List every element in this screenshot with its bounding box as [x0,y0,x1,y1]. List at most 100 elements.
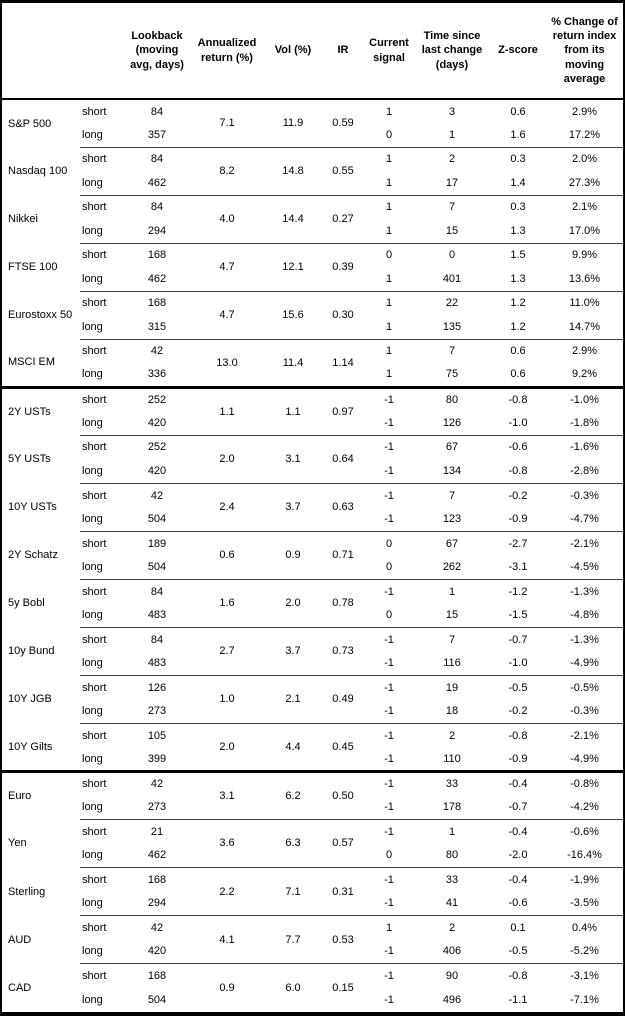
pct-change-long-value: -7.1% [570,993,599,1006]
table-row: Sterling short 168 2.2 7.1 0.31 -1 33 -0.4 -1.9% [2,866,623,916]
pct-change-short-value: -0.5% [546,674,623,700]
annualized-return-value: 3.6 [190,818,264,868]
annualized-return-value: 4.0 [190,194,264,244]
signal-long-value: 1 [385,320,393,333]
momentum-signals-table: Lookback (moving avg, days) Annualized r… [2,3,623,1012]
vol-value: 2.0 [264,578,322,628]
lookback-short-value: 168 [124,866,190,892]
instrument-name: CAD [8,981,32,994]
table-row: long 273 -1 178 -0.7 -4.2% [2,795,623,819]
pct-change-short-value: 2.9% [571,105,598,118]
time-since-long-value: 401 [442,272,462,285]
pct-change-short-value: 0.4% [546,915,623,940]
row-label-short: short [80,674,124,700]
signal-long-value: -1 [384,945,394,958]
lookback-long-value: 462 [147,272,167,285]
time-since-short-value: 67 [414,530,490,556]
signal-short-value: 1 [364,915,414,940]
instrument-name: Eurostoxx 50 [8,309,73,322]
z-score-short-value: -0.4 [490,769,546,796]
time-since-short-value: 0 [414,242,490,268]
time-since-short-value: 1 [414,578,490,604]
table-row: long 357 0 1 1.6 17.2% [2,123,623,147]
table-row: long 462 1 17 1.4 27.3% [2,171,623,195]
vol-value: 6.3 [264,818,322,868]
lookback-short-value: 84 [150,105,164,118]
z-score-short-value: 0.1 [490,915,546,940]
table-row: long 483 -1 116 -1.0 -4.9% [2,651,623,675]
instrument-name: 10Y Gilts [8,740,53,753]
z-score-long-value: -1.0 [508,416,528,429]
ir-value: 0.64 [322,434,364,484]
pct-change-long-value: -16.4% [567,849,602,862]
signal-long-value: 1 [385,224,393,237]
header-annualized-return: Annualized return (%) [190,3,264,100]
annualized-return-value: 1.6 [190,578,264,628]
signal-short-value: -1 [364,769,414,796]
vol-value: 7.7 [264,915,322,964]
instrument-name: Euro [2,769,80,820]
lookback-short-value: 42 [124,769,190,796]
instrument-name: 10y Bund [8,645,55,658]
signal-long-value: 1 [385,272,393,285]
header-pct-change: % Change of return index from its moving… [546,3,623,100]
z-score-short-value: -0.7 [490,626,546,652]
time-since-short-value: 7 [414,626,490,652]
z-score-short-value: -0.4 [490,818,546,844]
table-row: long 504 -1 496 -1.1 -7.1% [2,988,623,1012]
header-lookback: Lookback (moving avg, days) [124,3,190,100]
header-row: Lookback (moving avg, days) Annualized r… [2,3,623,100]
z-score-short-value: 0.6 [510,105,526,118]
row-label-short: short [80,194,124,220]
time-since-long-value: 406 [442,945,462,958]
z-score-short-value: 0.3 [490,146,546,172]
pct-change-long-value: -4.9% [570,752,599,765]
row-label-short: short [80,385,124,412]
instrument-name: S&P 500 [8,117,52,130]
signal-short-value: -1 [364,385,414,412]
z-score-short-value: 0.3 [490,194,546,220]
table-row: 10Y USTs short 42 2.4 3.7 0.63 -1 7 -0.2 -0.3% [2,482,623,532]
z-score-long-value: -0.9 [508,513,528,526]
lookback-long-value: 420 [147,416,167,429]
lookback-long-value: 315 [147,320,167,333]
table-row: CAD short 168 0.9 6.0 0.15 -1 90 -0.8 -3.1% [2,963,623,1012]
row-label-long: long [82,993,103,1006]
annualized-return-value: 2.7 [190,626,264,676]
table-row: long 336 1 75 0.6 9.2% [2,363,623,387]
table-row: AUD short 42 4.1 7.7 0.53 1 2 0.1 0.4% [2,915,623,964]
lookback-short-value: 168 [124,242,190,268]
table-row: S&P 500 short 84 7.1 11.9 0.59 1 3 0.6 2.9% [2,99,623,130]
signal-short-value: -1 [364,722,414,748]
pct-change-long-value: -5.2% [570,945,599,958]
time-since-short-value: 90 [414,963,490,988]
pct-change-short-value: -0.8% [546,769,623,796]
annualized-return-value: 2.0 [190,722,264,772]
signal-long-value: 0 [385,609,393,622]
z-score-long-value: 0.6 [510,368,526,381]
time-since-long-value: 134 [442,464,462,477]
pct-change-short-value: 9.9% [546,242,623,268]
ir-value: 0.73 [322,626,364,676]
signal-short-value: -1 [364,578,414,604]
table-row: long 483 0 15 -1.5 -4.8% [2,603,623,627]
ir-value: 0.45 [322,722,364,772]
row-label-short: short [80,626,124,652]
signal-short-value: -1 [364,674,414,700]
row-label-long: long [82,609,103,622]
signal-long-value: 1 [385,176,393,189]
z-score-long-value: 1.2 [510,320,526,333]
signal-long-value: -1 [384,993,394,1006]
lookback-long-value: 273 [147,801,167,814]
time-since-long-value: 17 [445,176,459,189]
header-z-score: Z-score [490,3,546,100]
pct-change-short-value: -0.6% [546,818,623,844]
lookback-short-value: 42 [124,338,190,364]
table-row: 5Y USTs short 252 2.0 3.1 0.64 -1 67 -0.6 -1.6% [2,434,623,484]
ir-value: 0.97 [322,385,364,436]
vol-value: 11.9 [282,117,304,130]
lookback-long-value: 420 [147,945,167,958]
pct-change-short-value: 2.1% [546,194,623,220]
pct-change-short-value: 2.9% [546,338,623,364]
